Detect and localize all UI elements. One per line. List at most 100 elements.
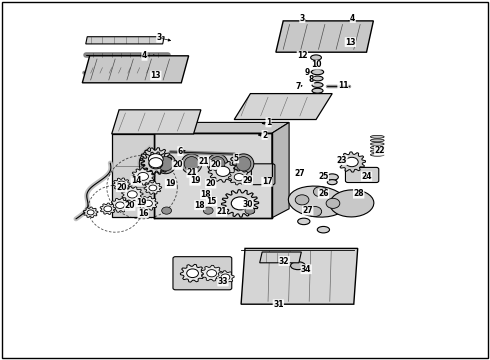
Ellipse shape [236,157,251,171]
Circle shape [149,158,163,168]
Circle shape [203,207,213,214]
Circle shape [87,210,94,215]
Polygon shape [138,196,158,211]
Text: 12: 12 [297,51,308,60]
Ellipse shape [184,157,199,171]
Circle shape [216,166,230,176]
Text: 21: 21 [216,207,227,216]
Text: 26: 26 [318,189,329,198]
Ellipse shape [207,154,228,174]
Ellipse shape [312,69,323,75]
Ellipse shape [370,150,384,153]
Text: 2: 2 [262,131,267,140]
Ellipse shape [231,157,240,161]
Text: 13: 13 [345,38,356,47]
Polygon shape [122,186,143,202]
Text: 16: 16 [138,209,148,217]
Circle shape [162,207,172,214]
Text: 20: 20 [205,179,216,188]
Text: 33: 33 [218,277,228,286]
Text: 7: 7 [295,82,300,91]
Text: 15: 15 [206,197,217,206]
Text: 24: 24 [361,172,372,181]
Ellipse shape [291,262,305,270]
Circle shape [308,207,321,217]
Text: 3: 3 [157,33,162,42]
Text: 29: 29 [242,176,253,185]
Polygon shape [100,203,116,215]
Circle shape [207,270,217,277]
Circle shape [245,207,255,214]
Circle shape [104,206,112,212]
Ellipse shape [326,174,339,180]
Text: 34: 34 [301,265,312,274]
Text: 13: 13 [150,71,161,80]
Ellipse shape [288,186,347,217]
FancyBboxPatch shape [173,257,232,290]
Text: 28: 28 [353,189,364,198]
Circle shape [117,181,126,188]
Polygon shape [112,134,154,217]
Text: 21: 21 [187,168,197,177]
Polygon shape [276,21,373,52]
Text: 30: 30 [242,200,253,209]
Ellipse shape [370,143,384,145]
Ellipse shape [312,82,323,87]
Circle shape [149,185,157,191]
Circle shape [144,200,152,207]
Ellipse shape [370,139,384,142]
Polygon shape [141,152,171,174]
Text: 6: 6 [178,147,183,156]
Polygon shape [82,56,189,83]
Circle shape [295,195,309,205]
Polygon shape [338,152,366,172]
Polygon shape [110,198,130,212]
Text: 4: 4 [350,14,355,23]
Ellipse shape [158,157,173,171]
Text: 19: 19 [165,179,176,188]
Text: 32: 32 [279,256,290,266]
Polygon shape [86,37,164,44]
Polygon shape [144,181,162,194]
Ellipse shape [312,88,323,93]
Polygon shape [112,110,201,134]
Ellipse shape [232,162,238,165]
Polygon shape [83,207,98,218]
Circle shape [187,269,198,278]
Ellipse shape [330,190,374,217]
Ellipse shape [233,154,254,174]
Text: 22: 22 [374,146,385,155]
Polygon shape [180,264,205,282]
Polygon shape [260,252,301,263]
Text: 18: 18 [200,190,211,199]
Circle shape [234,174,244,181]
Text: 11: 11 [338,81,348,90]
FancyBboxPatch shape [251,164,275,185]
Text: 1: 1 [266,118,271,127]
Polygon shape [217,271,234,284]
Text: 14: 14 [131,176,142,185]
Text: 3: 3 [300,14,305,23]
Polygon shape [241,248,358,304]
Ellipse shape [370,146,384,149]
Text: 27: 27 [302,206,313,215]
Text: 18: 18 [195,201,205,210]
Polygon shape [234,94,332,120]
Text: 25: 25 [318,172,329,181]
Text: 19: 19 [136,198,147,207]
Polygon shape [221,190,259,217]
Ellipse shape [318,226,329,233]
Polygon shape [141,153,171,175]
Ellipse shape [370,153,384,156]
Circle shape [148,154,163,165]
Polygon shape [154,133,272,218]
Polygon shape [131,168,155,185]
Polygon shape [140,148,172,171]
Circle shape [221,274,230,280]
Circle shape [149,159,163,169]
Polygon shape [154,122,289,133]
Text: 19: 19 [190,176,200,185]
Polygon shape [208,161,238,182]
Circle shape [138,172,148,180]
Text: 8: 8 [309,76,314,85]
